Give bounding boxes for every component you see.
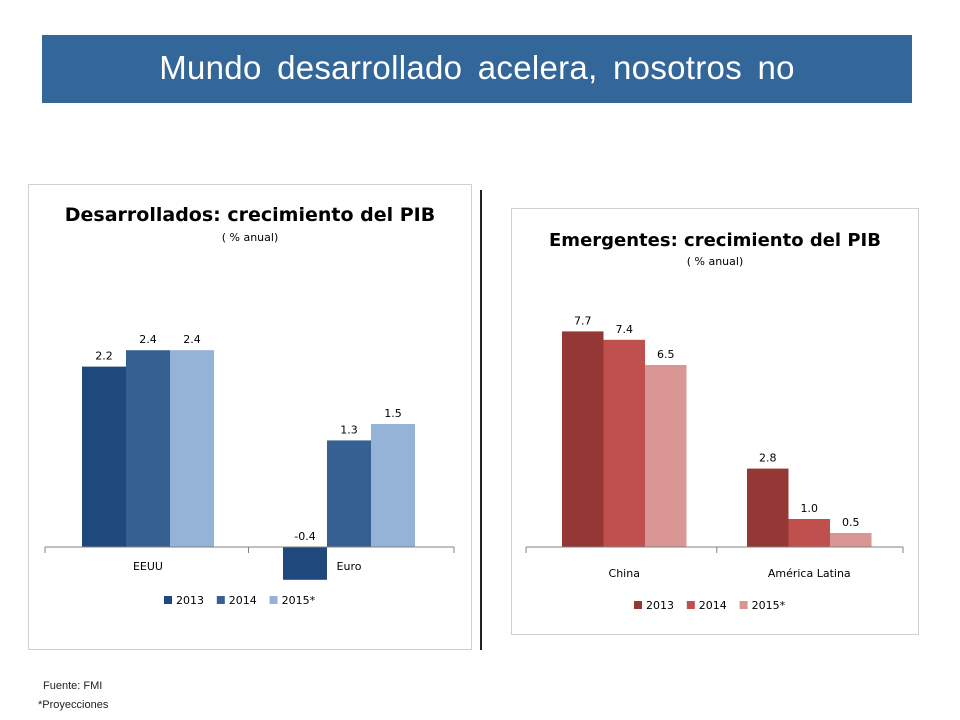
dev-bar-euro-2015 bbox=[371, 424, 415, 547]
title-banner: Mundo desarrollado acelera, nosotros no bbox=[42, 35, 912, 103]
chart-emerging: Emergentes: crecimiento del PIB ( % anual… bbox=[511, 208, 919, 635]
dev-data-label: 1.3 bbox=[340, 423, 358, 436]
dev-bar-eeuu-2015 bbox=[170, 350, 214, 547]
emg-legend-swatch-2015 bbox=[739, 601, 748, 609]
emg-legend-label: 2015* bbox=[752, 599, 786, 612]
dev-category-label: Euro bbox=[337, 560, 362, 573]
dev-bar-eeuu-2014 bbox=[126, 350, 170, 547]
dev-legend-label: 2015* bbox=[282, 594, 316, 607]
emg-chart-title: Emergentes: crecimiento del PIB bbox=[549, 230, 881, 251]
emg-legend-label: 2014 bbox=[699, 599, 727, 612]
dev-chart-title: Desarrollados: crecimiento del PIB bbox=[65, 204, 435, 226]
emg-bar-china-2015 bbox=[645, 365, 687, 547]
dev-legend-swatch-2014 bbox=[216, 596, 225, 604]
emg-data-label: 6.5 bbox=[657, 348, 675, 361]
dev-bar-eeuu-2013 bbox=[82, 366, 126, 547]
dev-category-label: EEUU bbox=[133, 560, 163, 573]
emg-data-label: 2.8 bbox=[759, 452, 777, 465]
emg-category-label: China bbox=[609, 567, 640, 580]
emg-bar-américa-latina-2013 bbox=[747, 468, 789, 547]
emg-legend-label: 2013 bbox=[646, 599, 674, 612]
source-note: Fuente: FMI bbox=[43, 680, 103, 692]
chart-emerging-svg: Emergentes: crecimiento del PIB ( % anual… bbox=[525, 230, 904, 612]
dev-data-label: -0.4 bbox=[294, 530, 315, 543]
dev-legend-swatch-2015 bbox=[269, 596, 278, 604]
emg-chart-subtitle: ( % anual) bbox=[687, 255, 744, 268]
emg-legend-swatch-2013 bbox=[634, 601, 642, 609]
emg-bar-américa-latina-2015 bbox=[830, 533, 872, 547]
dev-chart-subtitle: ( % anual) bbox=[222, 231, 279, 244]
dev-bar-euro-2014 bbox=[327, 440, 371, 547]
emg-data-label: 7.4 bbox=[616, 323, 634, 336]
chart-developed: Desarrollados: crecimiento del PIB ( % an… bbox=[28, 184, 472, 650]
dev-legend-label: 2014 bbox=[229, 594, 257, 607]
emg-bar-china-2013 bbox=[562, 331, 604, 547]
chart-developed-svg: Desarrollados: crecimiento del PIB ( % an… bbox=[44, 204, 455, 607]
dev-bar-euro-2013 bbox=[283, 547, 327, 580]
emg-data-label: 7.7 bbox=[574, 314, 592, 327]
vertical-divider bbox=[480, 190, 482, 650]
dev-data-label: 2.4 bbox=[139, 333, 157, 346]
emg-legend-swatch-2014 bbox=[686, 601, 695, 609]
dev-data-label: 2.2 bbox=[95, 350, 113, 363]
dev-data-label: 2.4 bbox=[183, 333, 201, 346]
emg-data-label: 1.0 bbox=[801, 502, 819, 515]
emg-bar-china-2014 bbox=[603, 339, 645, 547]
emg-data-label: 0.5 bbox=[842, 516, 860, 529]
dev-legend-swatch-2013 bbox=[164, 596, 172, 604]
dev-data-label: 1.5 bbox=[384, 407, 402, 420]
slide-title: Mundo desarrollado acelera, nosotros no bbox=[159, 49, 795, 86]
footnote: *Proyecciones bbox=[38, 699, 109, 711]
emg-bar-américa-latina-2014 bbox=[788, 519, 830, 547]
dev-legend-label: 2013 bbox=[176, 594, 204, 607]
emg-category-label: América Latina bbox=[768, 567, 851, 580]
